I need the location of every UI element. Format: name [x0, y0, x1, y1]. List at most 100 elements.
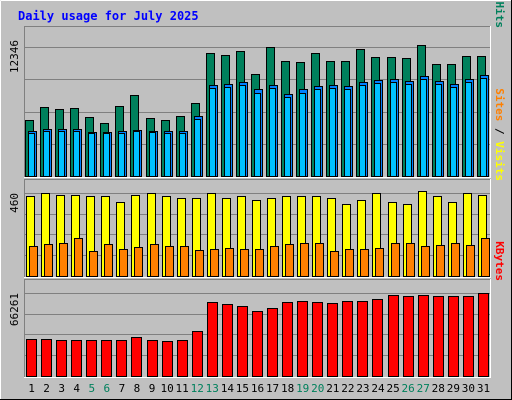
x-tick-label: 14 — [221, 382, 235, 395]
x-tick-label: 3 — [58, 382, 65, 395]
bar-kbytes — [312, 302, 323, 377]
bar-kbytes — [372, 299, 383, 377]
bar-sites — [195, 250, 204, 277]
bar-sites — [180, 246, 189, 277]
bar-pages — [88, 133, 95, 177]
bar-kbytes — [357, 301, 368, 377]
bar-kbytes — [101, 340, 112, 377]
y-axis-label: KBytes — [493, 241, 506, 281]
bar-kbytes — [403, 296, 414, 377]
x-tick-label: 4 — [73, 382, 80, 395]
x-tick-label: 27 — [417, 382, 430, 395]
bar-sites — [59, 243, 68, 277]
bar-pages — [314, 89, 321, 177]
bar-sites — [300, 243, 309, 277]
x-tick-label: 28 — [432, 382, 445, 395]
bar-pages — [149, 132, 156, 177]
bar-pages — [359, 85, 366, 177]
x-tick-label: 26 — [402, 382, 415, 395]
bar-kbytes — [252, 311, 263, 377]
panel-bottom: 66261 KBytes — [8, 241, 506, 378]
y-axis-label: Pages / Files / Hits — [493, 0, 506, 28]
bar-pages — [164, 133, 171, 177]
y-axis-label-part: / — [493, 121, 506, 141]
bar-pages — [405, 84, 412, 177]
bar-sites — [29, 246, 38, 277]
x-tick-label: 12 — [191, 382, 204, 395]
bar-pages — [329, 88, 336, 177]
bar-kbytes — [56, 340, 67, 377]
bar-kbytes — [41, 339, 52, 377]
x-tick-label: 24 — [371, 382, 385, 395]
bar-sites — [44, 244, 53, 277]
x-tick-label: 22 — [341, 382, 354, 395]
bar-kbytes — [267, 308, 278, 377]
y-axis-label-part: KBytes — [493, 241, 506, 281]
bar-pages — [224, 87, 231, 177]
x-tick-label: 5 — [88, 382, 95, 395]
bar-kbytes — [342, 301, 353, 377]
x-tick-label: 18 — [281, 382, 294, 395]
bar-sites — [74, 238, 83, 277]
bar-kbytes — [478, 293, 489, 377]
bar-sites — [150, 244, 159, 277]
panel-middle: 460 Sites / Visits — [8, 88, 506, 278]
bar-pages — [269, 88, 276, 177]
bar-pages — [73, 131, 80, 177]
bar-sites — [270, 246, 279, 277]
bar-sites — [391, 243, 400, 277]
bar-kbytes — [448, 296, 459, 377]
bar-sites — [375, 248, 384, 277]
x-tick-label: 2 — [43, 382, 50, 395]
bar-kbytes — [71, 340, 82, 377]
bar-kbytes — [297, 301, 308, 377]
bar-sites — [406, 243, 415, 277]
y-axis-label: Sites / Visits — [493, 88, 506, 181]
bar-pages — [118, 133, 125, 177]
bar-pages — [465, 82, 472, 177]
series-kbytes — [26, 293, 489, 377]
x-tick-label: 16 — [251, 382, 264, 395]
x-tick-label: 13 — [206, 382, 219, 395]
x-tick-label: 6 — [104, 382, 111, 395]
bar-pages — [209, 88, 216, 177]
bar-kbytes — [327, 303, 338, 377]
bar-sites — [330, 251, 339, 277]
bar-sites — [240, 249, 249, 277]
bar-kbytes — [418, 295, 429, 377]
bar-pages — [58, 131, 65, 177]
chart-panels: 12346 Pages / Files / Hits 460 Sites / Visi… — [8, 0, 506, 378]
x-axis-labels: 1 2 3 4 5 6 7 8 9 10 11 12 13 14 15 16 17 18 19 20 21 22 23 24 2… — [28, 382, 490, 395]
y-axis-label-part: / — [493, 0, 506, 2]
y-axis-label-part: Visits — [493, 141, 506, 181]
bar-kbytes — [131, 337, 142, 377]
bar-kbytes — [147, 340, 158, 377]
y-axis-label-part: Hits — [493, 2, 506, 29]
bar-sites — [119, 249, 128, 277]
bar-sites — [481, 238, 490, 277]
x-tick-label: 29 — [447, 382, 460, 395]
series-sites — [29, 238, 490, 277]
bar-sites — [360, 249, 369, 277]
bar-sites — [315, 243, 324, 277]
y-axis-label-part: Sites — [493, 88, 506, 121]
x-tick-label: 30 — [462, 382, 475, 395]
bar-pages — [43, 131, 50, 177]
bar-pages — [390, 82, 397, 177]
bar-kbytes — [26, 339, 37, 377]
bar-sites — [255, 249, 264, 277]
bar-pages — [254, 93, 261, 177]
y-max-label: 66261 — [8, 293, 21, 326]
x-tick-label: 8 — [134, 382, 141, 395]
bar-pages — [299, 93, 306, 177]
panel-top: 12346 Pages / Files / Hits — [8, 0, 506, 178]
bar-sites — [345, 249, 354, 277]
bar-pages — [179, 133, 186, 177]
bar-sites — [210, 249, 219, 277]
bar-sites — [421, 246, 430, 277]
x-tick-label: 19 — [296, 382, 309, 395]
bar-sites — [451, 243, 460, 277]
x-tick-label: 21 — [326, 382, 339, 395]
bar-sites — [285, 244, 294, 277]
bar-kbytes — [237, 306, 248, 377]
